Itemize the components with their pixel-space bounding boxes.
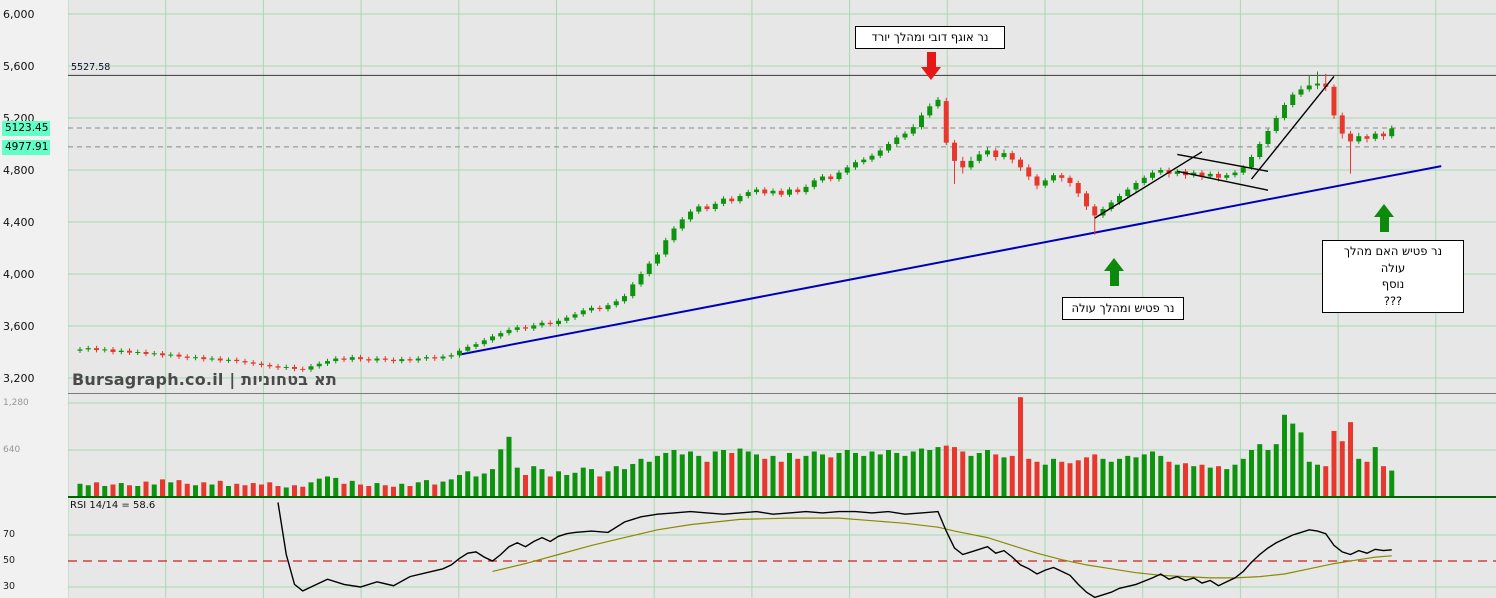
- level-lines: [68, 74, 1496, 148]
- arrow-head: [1374, 204, 1394, 217]
- up-arrow-icon: [1104, 258, 1124, 286]
- level-line-label: 5527.58: [71, 62, 111, 73]
- rsi-value-label: RSI 14/14 = 58.6: [70, 500, 156, 511]
- annotation-hammer-upmove: נר פטיש ומהלך עולה: [1062, 297, 1184, 320]
- watermark-brand-title: Bursagraph.co.il | תא בטחוניות: [72, 370, 338, 389]
- price-axis-label: 3,600: [3, 320, 35, 333]
- price-tag-lower: 4977.91: [2, 140, 50, 155]
- rsi-axis-label: 30: [3, 581, 16, 592]
- price-axis-label: 6,000: [3, 8, 35, 21]
- arrow-head: [921, 67, 941, 80]
- arrow-head: [1104, 258, 1124, 271]
- rsi-signal-line: [492, 517, 1392, 579]
- arrow-stem: [1379, 217, 1389, 232]
- price-axis-label: 4,400: [3, 216, 35, 229]
- candlestick-series: [77, 71, 1395, 372]
- price-axis-label: 4,800: [3, 164, 35, 177]
- price-axis-label: 5,600: [3, 60, 35, 73]
- pane-separators: [68, 393, 1496, 498]
- price-axis-label: 4,000: [3, 268, 35, 281]
- volume-axis-label: 640: [3, 445, 21, 456]
- trendlines-over: [1094, 75, 1335, 219]
- volume-series: [77, 397, 1395, 496]
- price-tag-upper: 5123.45: [2, 121, 50, 136]
- volume-axis-label: 1,280: [3, 398, 29, 409]
- price-axis-label: 3,200: [3, 372, 35, 385]
- up-arrow-icon: [1374, 204, 1394, 232]
- grid-lines: [67, 0, 1496, 598]
- arrow-stem: [926, 52, 936, 67]
- left-axis-column: [0, 0, 68, 598]
- rsi-axis-label: 50: [3, 555, 16, 566]
- trendlines-under: [459, 165, 1442, 356]
- annotation-bearish-engulfing: נר אוגף דובי ומהלך יורד: [855, 26, 1005, 49]
- annotation-hammer-question: נר פטיש האם מהלך עולה נוסף ???: [1322, 240, 1464, 313]
- arrow-stem: [1109, 271, 1119, 286]
- rsi-axis-label: 70: [3, 529, 16, 540]
- down-arrow-icon: [921, 52, 941, 80]
- rsi-line: [277, 502, 1392, 598]
